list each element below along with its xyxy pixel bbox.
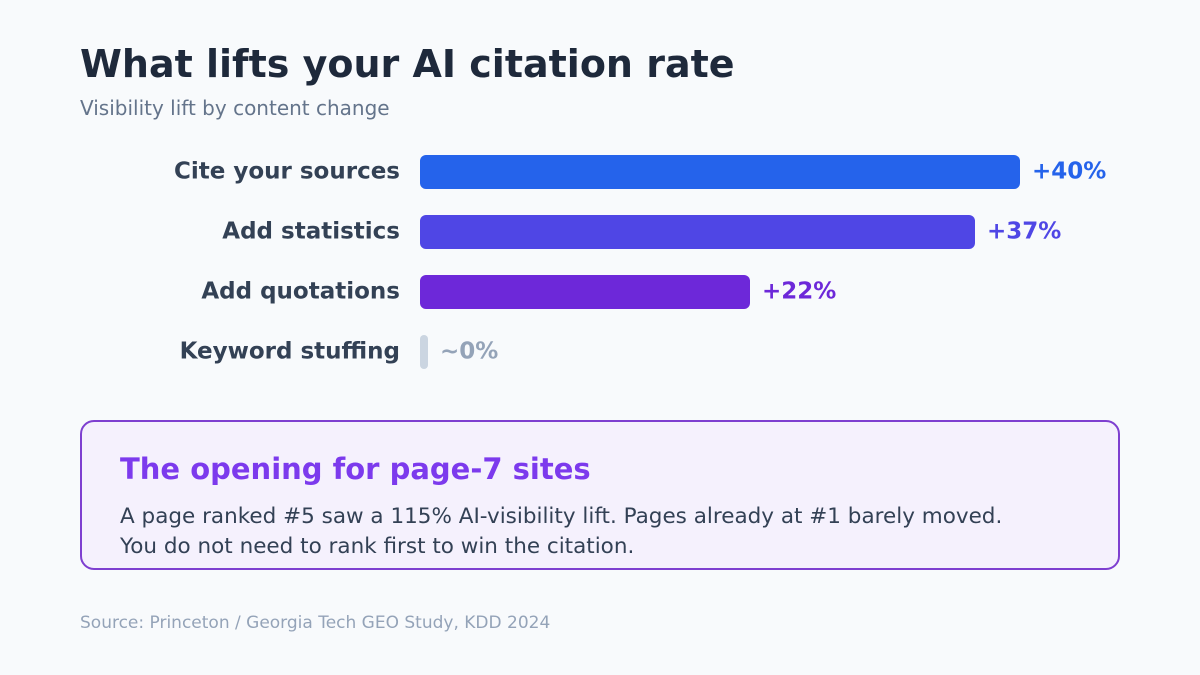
bar: [420, 275, 750, 309]
source-note: Source: Princeton / Georgia Tech GEO Stu…: [80, 613, 551, 633]
bar: [420, 155, 1020, 189]
value-label: ~0%: [440, 339, 498, 365]
category-label: Add quotations: [201, 279, 400, 305]
bar: [420, 215, 975, 249]
callout-body-line-2: You do not need to rank first to win the…: [120, 534, 635, 559]
callout-title: The opening for page-7 sites: [120, 452, 591, 486]
bar: [420, 335, 428, 369]
chart-title: What lifts your AI citation rate: [80, 42, 735, 86]
value-label: +22%: [762, 279, 836, 305]
value-label: +37%: [987, 219, 1061, 245]
chart-subtitle: Visibility lift by content change: [80, 96, 390, 120]
callout-body: A page ranked #5 saw a 115% AI-visibilit…: [120, 502, 1002, 562]
callout-body-line-1: A page ranked #5 saw a 115% AI-visibilit…: [120, 504, 1003, 529]
category-label: Keyword stuffing: [180, 339, 400, 365]
category-label: Add statistics: [222, 219, 400, 245]
category-label: Cite your sources: [174, 159, 400, 185]
value-label: +40%: [1032, 159, 1106, 185]
callout-box: The opening for page-7 sites A page rank…: [80, 420, 1120, 570]
